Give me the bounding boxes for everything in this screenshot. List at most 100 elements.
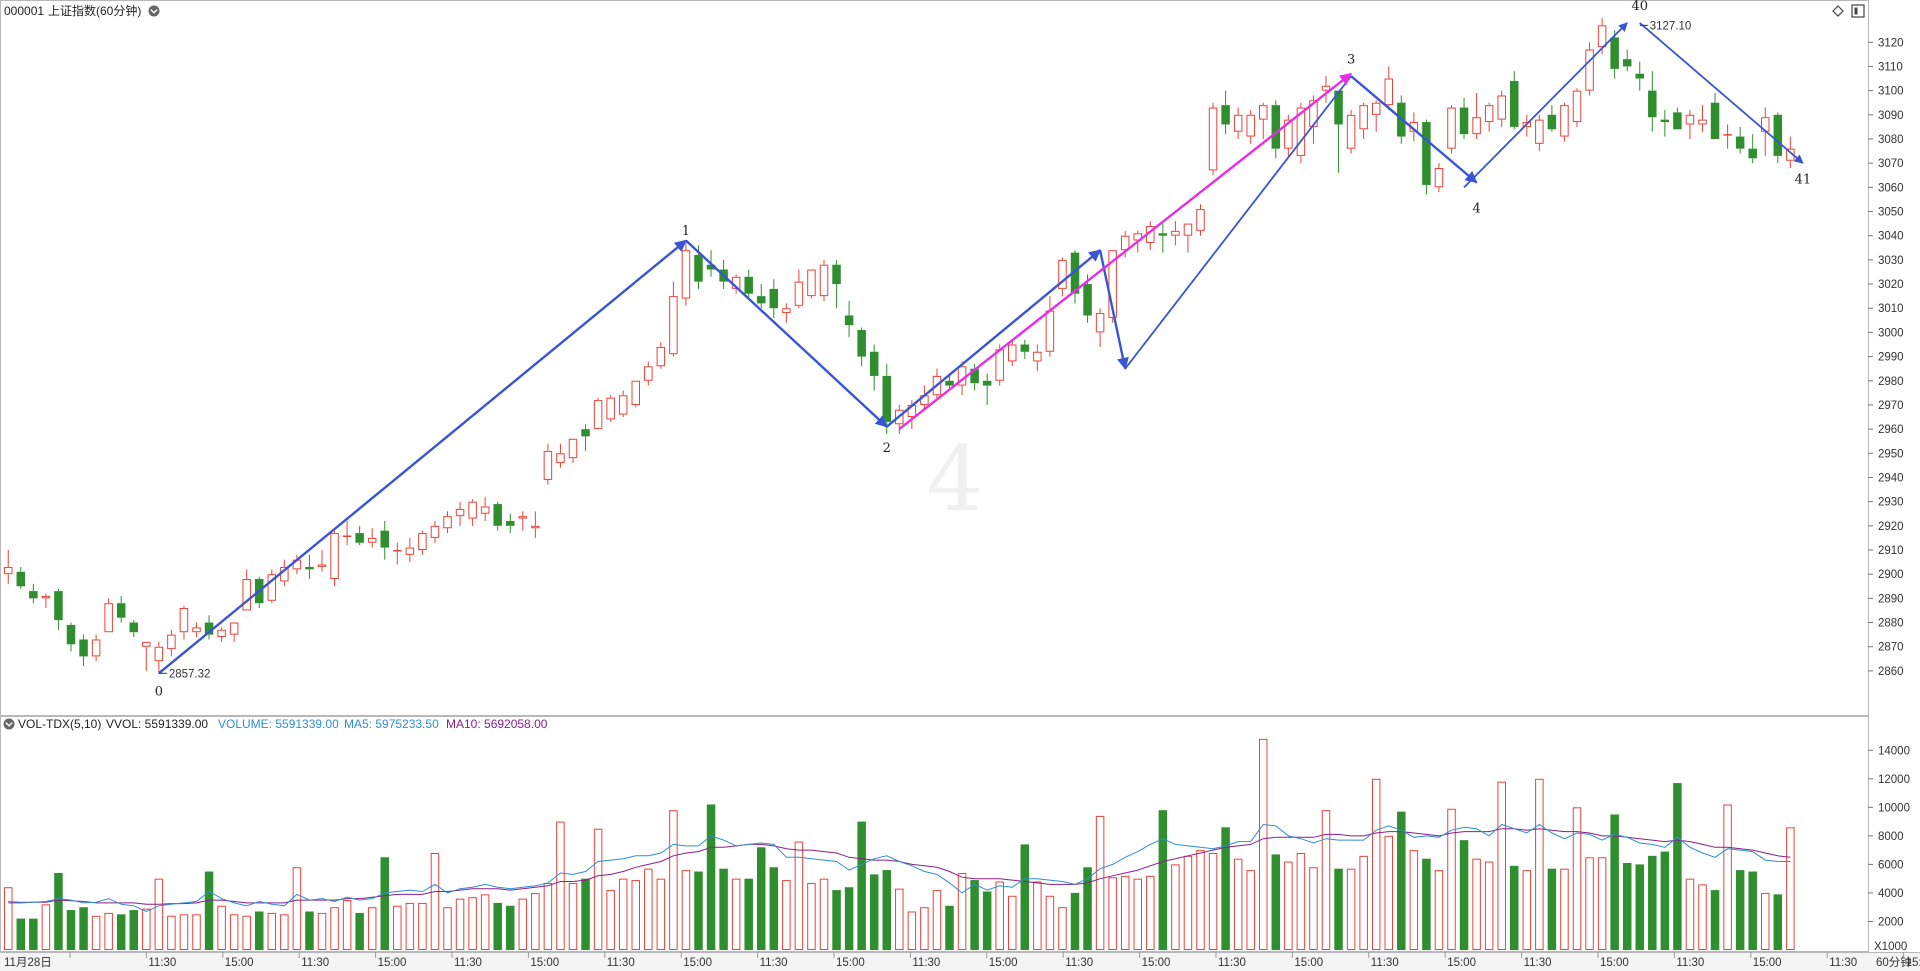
volume-bar	[280, 914, 289, 950]
volume-bar	[4, 887, 13, 951]
title-dropdown-button[interactable]	[148, 5, 160, 17]
wave-line	[1350, 75, 1478, 184]
candle	[1108, 250, 1117, 323]
wave-label: 40	[1631, 0, 1648, 14]
candle	[1622, 49, 1632, 72]
candle	[543, 443, 553, 485]
candle	[455, 501, 465, 526]
time-tick-label: 15:00	[683, 957, 712, 969]
volume-bar	[744, 878, 753, 950]
diamond-icon[interactable]	[1832, 5, 1844, 17]
candle	[1095, 308, 1105, 347]
period-label[interactable]: 60分钟	[1876, 955, 1912, 969]
volume-bar	[1635, 864, 1644, 950]
candle	[1146, 221, 1155, 251]
candle	[1773, 112, 1783, 164]
vol-tick-label: 4000	[1878, 888, 1904, 900]
candle	[1196, 204, 1205, 236]
volume-bar	[794, 841, 804, 950]
candle	[79, 634, 88, 667]
price-tick-label: 2890	[1878, 593, 1904, 605]
candle	[1246, 109, 1255, 144]
volume-bar	[618, 878, 628, 951]
time-tick-label: 11:30	[912, 957, 940, 969]
volume-bar	[129, 910, 138, 950]
wave-label: 3	[1347, 52, 1355, 67]
candle	[330, 530, 339, 587]
volume-bar	[581, 878, 590, 950]
volume-bar	[330, 907, 339, 951]
candle	[1748, 134, 1757, 164]
volume-bar	[1510, 865, 1519, 950]
volume-bar	[1208, 852, 1218, 951]
time-tick-label: 15:00	[378, 957, 407, 969]
volume-bar	[1497, 781, 1506, 950]
price-tick-label: 3020	[1878, 279, 1904, 291]
panel-toggle-icon[interactable]	[1851, 4, 1865, 18]
volume-bar	[41, 904, 51, 951]
vol-tick-label: 2000	[1878, 916, 1904, 928]
volume-bar	[869, 874, 879, 950]
volume-bar	[455, 898, 465, 951]
candle	[1384, 66, 1393, 110]
volume-bar	[418, 902, 427, 950]
volume-bar	[1597, 857, 1607, 950]
price-tick-label: 3010	[1878, 303, 1904, 315]
time-tick-label: 11:30	[607, 957, 635, 969]
volume-bars	[4, 738, 1795, 951]
wave-line	[685, 239, 888, 428]
candle	[593, 397, 603, 430]
volume-bar	[229, 914, 239, 950]
time-tick-label: 11:30	[1218, 957, 1246, 969]
volume-bar	[1710, 890, 1720, 950]
volume-bar	[1422, 858, 1431, 950]
volume-bar	[1547, 868, 1557, 950]
volume-bar	[1698, 884, 1707, 951]
candle	[1497, 90, 1506, 127]
candle	[217, 627, 226, 642]
time-tick-label: 15:00	[530, 957, 559, 969]
candle	[744, 269, 753, 299]
candle	[192, 622, 201, 638]
candle	[769, 279, 779, 318]
price-annotation: 3127.10	[1650, 20, 1692, 32]
volume-bar	[669, 810, 678, 950]
candle	[1698, 105, 1707, 132]
volume-bar	[305, 911, 314, 950]
candle	[1359, 102, 1368, 139]
volume-bar	[556, 821, 565, 950]
volume-bar	[104, 912, 113, 951]
volume-bar	[255, 911, 264, 950]
candle	[1560, 102, 1569, 142]
volume-bar	[1346, 868, 1356, 950]
price-tick-label: 2900	[1878, 569, 1904, 581]
candle	[1183, 223, 1193, 253]
price-tick-label: 3040	[1878, 231, 1904, 243]
candle	[631, 380, 640, 408]
volume-bar	[1572, 807, 1582, 950]
volume-bar	[493, 902, 502, 950]
candle	[982, 373, 992, 405]
candle	[418, 530, 427, 555]
volume-bar	[1585, 857, 1594, 950]
volume-bar	[631, 880, 640, 950]
candle	[556, 443, 565, 468]
price-tick-label: 2980	[1878, 376, 1904, 388]
candle	[393, 542, 402, 565]
price-tick-label: 2870	[1878, 642, 1904, 654]
candle	[116, 595, 126, 623]
vol-tick-label: 14000	[1878, 745, 1910, 757]
candle	[1510, 71, 1519, 130]
time-tick-label: 15:00	[1753, 957, 1782, 969]
vol-tick-label: 10000	[1878, 802, 1910, 814]
candle	[1296, 102, 1306, 164]
volume-bar	[945, 905, 954, 950]
candle	[1484, 102, 1494, 132]
wave-label: 1	[682, 224, 690, 239]
candle	[91, 634, 101, 662]
candle	[857, 327, 866, 367]
candle	[794, 269, 804, 309]
vol-dropdown-button[interactable]	[3, 718, 15, 730]
volume-bar	[1622, 862, 1632, 950]
